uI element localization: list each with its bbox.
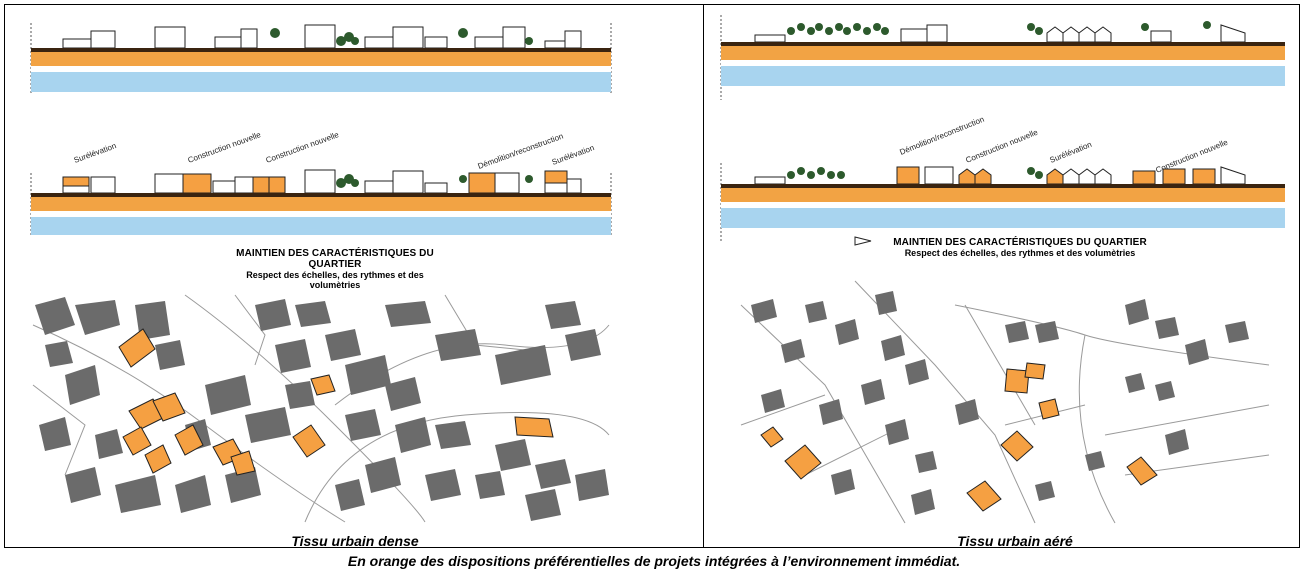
dense-note-title: MAINTIEN DES CARACTÉRISTIQUES DU QUARTIE… bbox=[236, 248, 434, 270]
figure-caption: En orange des dispositions préférentiell… bbox=[347, 553, 961, 569]
arrow-icon bbox=[854, 236, 872, 246]
airy-note-title: MAINTIEN DES CARACTÉRISTIQUES DU QUARTIE… bbox=[893, 237, 1147, 248]
airy-note: MAINTIEN DES CARACTÉRISTIQUES DU QUARTIE… bbox=[880, 237, 1160, 258]
dense-tags: Surélévation Construction nouvelle Const… bbox=[73, 130, 596, 171]
panel-divider bbox=[703, 4, 704, 548]
dense-note-subtitle: Respect des échelles, des rythmes et des… bbox=[246, 270, 424, 290]
dense-tag-3: Construction nouvelle bbox=[265, 130, 341, 165]
airy-map bbox=[740, 280, 1270, 524]
dense-tag-2: Construction nouvelle bbox=[187, 130, 263, 165]
airy-diagram: Démolition/reconstruction Construction n… bbox=[720, 15, 1285, 524]
airy-tag-1: Démolition/reconstruction bbox=[898, 115, 985, 157]
airy-section-existing bbox=[720, 15, 1285, 100]
dense-footer: Tissu urbain dense bbox=[291, 533, 419, 549]
airy-tags: Démolition/reconstruction Construction n… bbox=[898, 115, 1229, 175]
dense-note: MAINTIEN DES CARACTÉRISTIQUES DU QUARTIE… bbox=[235, 248, 435, 290]
panel-airy: Démolition/reconstruction Construction n… bbox=[705, 5, 1299, 549]
dense-tag-1: Surélévation bbox=[73, 141, 118, 165]
dense-section-existing bbox=[30, 23, 612, 93]
panel-dense: Surélévation Construction nouvelle Const… bbox=[5, 5, 702, 549]
dense-section-projects bbox=[30, 169, 612, 235]
figure-frame bbox=[4, 4, 1300, 548]
dense-diagram: Surélévation Construction nouvelle Const… bbox=[30, 23, 612, 523]
airy-footer: Tissu urbain aéré bbox=[957, 533, 1073, 549]
airy-tag-2: Construction nouvelle bbox=[964, 127, 1039, 164]
dense-tag-5: Surélévation bbox=[551, 143, 596, 167]
dense-map bbox=[32, 294, 610, 523]
airy-section-projects bbox=[720, 163, 1285, 243]
airy-projects-orange bbox=[760, 362, 1158, 512]
dense-tag-4: Démolition/reconstruction bbox=[477, 132, 565, 171]
dense-projects-orange bbox=[118, 328, 554, 476]
airy-note-subtitle: Respect des échelles, des rythmes et des… bbox=[904, 248, 1136, 258]
airy-tag-3: Surélévation bbox=[1048, 140, 1093, 165]
